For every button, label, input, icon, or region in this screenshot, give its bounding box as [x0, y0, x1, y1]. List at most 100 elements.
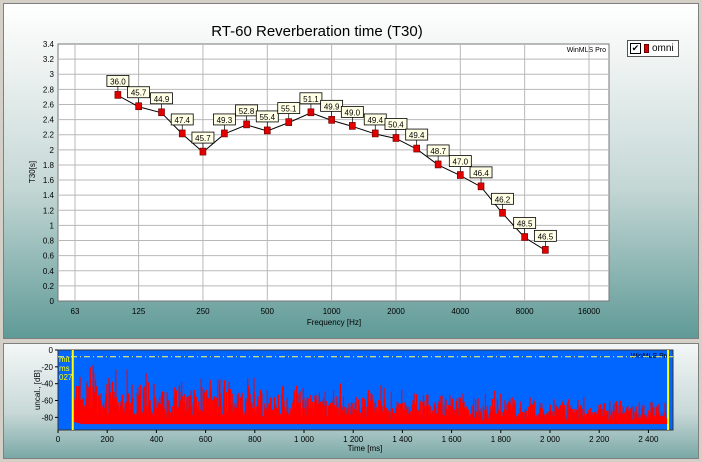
data-point: [285, 118, 293, 126]
data-label: 47.4: [174, 116, 190, 125]
x-tick-label: 125: [132, 307, 146, 316]
data-label: 55.4: [259, 113, 275, 122]
cursor-side-label: 027: [59, 373, 73, 382]
y-tick-label: 2.6: [43, 100, 55, 109]
ir-x-tick-label: 2 000: [540, 435, 561, 444]
legend-checkbox[interactable]: ✔: [630, 43, 641, 54]
data-point: [349, 122, 356, 130]
data-label-box: [277, 102, 301, 115]
legend-swatch: [644, 44, 649, 53]
ir-x-tick-label: 600: [199, 435, 213, 444]
data-point: [457, 171, 464, 179]
x-tick-label: 1000: [323, 307, 341, 316]
y-tick-label: 3.2: [43, 55, 55, 64]
ir-x-tick-label: 1 000: [294, 435, 315, 444]
legend[interactable]: ✔ omni: [627, 40, 679, 57]
data-label-box: [340, 105, 364, 118]
data-label: 46.2: [495, 195, 511, 204]
ir-y-tick-label: -60: [41, 397, 53, 406]
y-tick-label: 0.4: [43, 267, 55, 276]
watermark: WinMLS Pro: [567, 47, 606, 54]
data-label-box: [127, 86, 151, 99]
data-point: [178, 129, 186, 138]
data-label-box: [513, 217, 537, 229]
data-label: 50.4: [388, 120, 404, 129]
x-tick-label: 63: [71, 307, 80, 316]
data-point: [413, 144, 420, 153]
y-tick-label: 2.4: [43, 116, 55, 125]
data-point: [499, 209, 506, 217]
y-tick-label: 2: [50, 146, 55, 155]
ir-x-tick-label: 2 200: [589, 435, 610, 444]
data-label-box: [491, 192, 514, 205]
data-point: [243, 120, 250, 129]
data-label-box: [191, 131, 215, 144]
rt60-chart-panel: RT-60 Reverberation time (T30) WinMLS Pr…: [3, 3, 699, 339]
data-point: [542, 246, 549, 254]
ir-y-tick-label: -80: [41, 413, 53, 422]
impulse-response-chart: WinMLS Pro uncal., [dB] Time [ms] 0 -20 -4…: [33, 346, 674, 453]
ir-x-axis-label: Time [ms]: [348, 444, 383, 453]
y-tick-label: 1.8: [43, 161, 55, 170]
x-axis-label: Frequency [Hz]: [307, 318, 361, 327]
data-point: [392, 134, 400, 142]
ir-x-tick-label: 200: [101, 435, 115, 444]
data-label-box: [384, 118, 408, 130]
y-tick-label: 3: [50, 70, 55, 79]
data-point: [158, 108, 165, 117]
data-point: [263, 126, 271, 135]
data-label: 46.5: [538, 232, 554, 241]
legend-label: omni: [652, 43, 674, 54]
ir-watermark: WinMLS Pro: [631, 353, 670, 360]
data-label: 48.7: [430, 147, 446, 156]
data-point: [371, 129, 379, 138]
data-label: 45.7: [195, 134, 211, 143]
ir-x-tick-label: 2 400: [638, 435, 659, 444]
data-label: 55.1: [281, 105, 297, 114]
data-label-box: [469, 166, 493, 179]
y-tick-label: 1.6: [43, 176, 55, 185]
data-label-box: [235, 104, 258, 117]
y-tick-label: 1.4: [43, 191, 55, 200]
ir-x-tick-label: 1 400: [392, 435, 413, 444]
data-label: 49.4: [409, 131, 425, 140]
data-point: [199, 147, 207, 156]
data-point: [114, 91, 122, 99]
ir-y-axis-label: uncal., [dB]: [33, 370, 42, 410]
ir-x-tick-label: 400: [150, 435, 164, 444]
y-tick-label: 0.6: [43, 252, 55, 261]
data-point: [221, 129, 228, 138]
data-label: 49.0: [345, 108, 361, 117]
data-label-box: [212, 113, 236, 126]
ir-x-tick-label: 1 800: [491, 435, 512, 444]
data-label: 36.0: [110, 77, 126, 86]
data-label-box: [533, 229, 557, 242]
data-label-box: [426, 144, 450, 157]
data-label: 44.9: [154, 95, 170, 104]
y-tick-label: 1: [50, 221, 55, 230]
cursor-side-label: ms: [59, 364, 70, 373]
y-tick-label: 2.2: [43, 131, 55, 140]
data-label-box: [320, 99, 344, 112]
ir-x-tick-label: 1 600: [442, 435, 463, 444]
data-label: 49.9: [324, 102, 340, 111]
chart-title: RT-60 Reverberation time (T30): [211, 23, 422, 40]
data-label: 48.5: [517, 220, 533, 229]
data-label: 46.4: [473, 169, 489, 178]
data-label-box: [150, 92, 173, 105]
y-tick-label: 3.4: [43, 40, 55, 49]
data-label-box: [170, 113, 194, 126]
data-point: [135, 102, 142, 111]
data-point: [328, 116, 335, 124]
data-label: 51.1: [303, 95, 319, 104]
data-point: [521, 233, 528, 241]
data-label: 45.7: [131, 89, 147, 98]
x-tick-label: 2000: [387, 307, 405, 316]
data-label-box: [106, 75, 130, 87]
ir-y-tick-label: 0: [49, 346, 54, 355]
y-tick-label: 0: [50, 297, 55, 306]
data-label-box: [405, 128, 429, 141]
data-point: [477, 182, 485, 191]
y-tick-label: 2.8: [43, 85, 55, 94]
x-tick-label: 8000: [516, 307, 534, 316]
